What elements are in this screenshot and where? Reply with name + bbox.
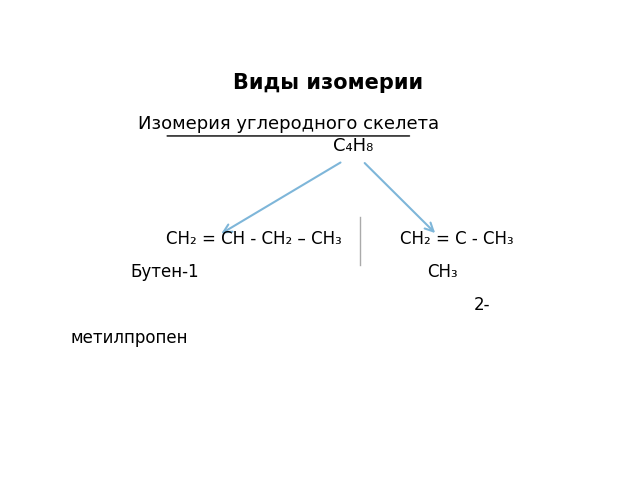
Text: CH₃: CH₃ [427, 263, 458, 281]
Text: 2-: 2- [474, 296, 490, 314]
Text: CH₂ = CH - CH₂ – CH₃: CH₂ = CH - CH₂ – CH₃ [166, 230, 342, 248]
Text: CH₂ = C - CH₃: CH₂ = C - CH₃ [400, 230, 514, 248]
Text: Виды изомерии: Виды изомерии [233, 73, 423, 94]
Text: C₄H₈: C₄H₈ [333, 137, 373, 156]
Text: Бутен-1: Бутен-1 [130, 263, 198, 281]
Text: метилпропен: метилпропен [71, 329, 188, 348]
Text: Изомерия углеродного скелета: Изомерия углеродного скелета [138, 115, 439, 133]
